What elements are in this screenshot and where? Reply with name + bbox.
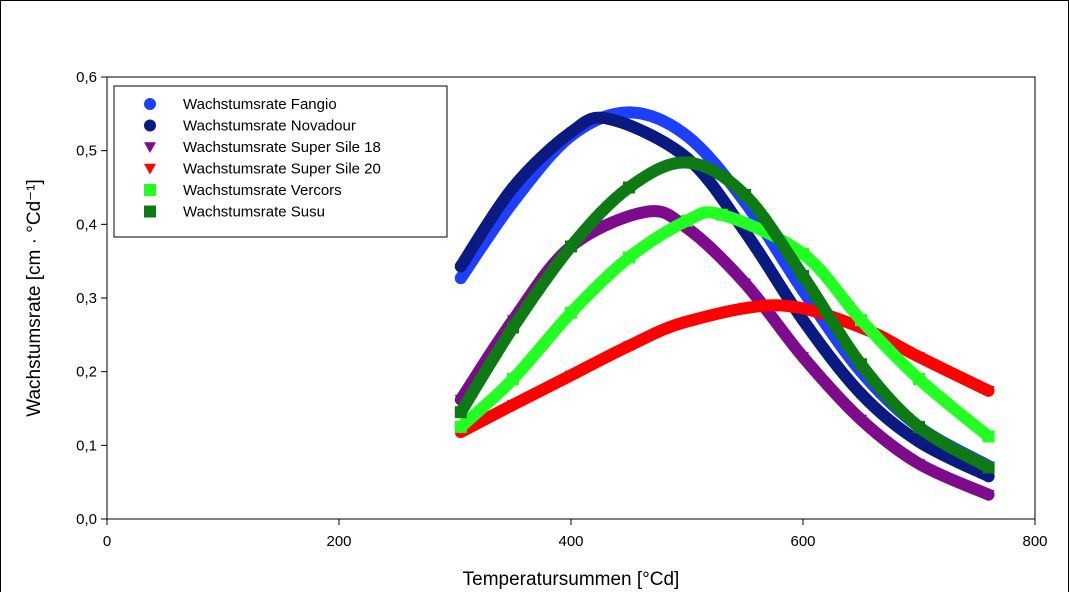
data-point	[982, 430, 995, 443]
data-point	[982, 461, 995, 474]
data-point	[507, 373, 519, 386]
data-point	[623, 341, 635, 352]
legend-label: Wachstumsrate Vercors	[183, 182, 342, 199]
legend-marker	[144, 205, 156, 218]
legend-marker	[144, 163, 156, 175]
legend-items: Wachstumsrate Fangio Wachstumsrate Novado…	[144, 96, 381, 221]
data-point	[715, 208, 728, 221]
data-point	[681, 156, 693, 169]
data-point	[507, 321, 519, 334]
series-4	[454, 206, 995, 443]
data-point	[640, 207, 653, 218]
y-tick-label: 0,6	[76, 69, 97, 86]
series-curve	[454, 299, 995, 439]
series-curve	[454, 206, 995, 443]
legend-label: Wachstumsrate Susu	[183, 204, 325, 221]
legend-marker	[144, 184, 156, 196]
y-tick-label: 0,1	[76, 437, 97, 454]
x-axis-title: Temperatursummen [°Cd]	[463, 569, 680, 590]
data-point	[681, 129, 693, 142]
data-point	[454, 260, 467, 273]
data-point	[797, 269, 809, 282]
data-point	[565, 240, 577, 253]
y-tick-label: 0,0	[76, 511, 97, 528]
x-tick-label: 0	[103, 533, 111, 550]
data-point	[797, 247, 809, 260]
data-point	[507, 181, 519, 194]
data-point	[739, 278, 751, 290]
data-point	[565, 126, 577, 139]
data-point	[681, 214, 693, 227]
legend-marker	[144, 142, 156, 153]
y-tick-label: 0,5	[76, 143, 97, 160]
data-point	[913, 373, 925, 386]
series-5	[454, 156, 995, 474]
data-point	[913, 352, 925, 363]
data-point	[855, 414, 867, 426]
data-point	[623, 181, 635, 194]
data-point	[855, 358, 867, 371]
data-point	[913, 420, 925, 433]
data-point	[454, 420, 467, 433]
tick-layer: 0 200 400 600 800 0,0 0,1 0,2 0,3 0,4 0,5 0,6	[76, 69, 1047, 550]
data-point	[603, 112, 616, 125]
data-point	[454, 272, 467, 285]
x-tick-label: 200	[326, 533, 351, 550]
legend-label: Wachstumsrate Novadour	[183, 118, 356, 135]
data-point	[855, 314, 867, 327]
legend: Wachstumsrate Fangio Wachstumsrate Novado…	[113, 85, 448, 238]
data-point	[565, 370, 577, 382]
x-tick-label: 600	[790, 533, 815, 550]
y-axis-title: Wachstumsrate [cm · °Cd⁻¹]	[24, 179, 45, 417]
y-tick-label: 0,4	[76, 216, 97, 233]
legend-marker	[144, 98, 156, 110]
data-point	[681, 316, 693, 328]
data-point	[913, 435, 925, 448]
legend-marker	[144, 119, 156, 132]
legend-label: Wachstumsrate Fangio	[183, 96, 337, 113]
data-point	[982, 386, 995, 397]
data-point	[797, 352, 809, 363]
legend-label: Wachstumsrate Super Sile 18	[183, 139, 381, 156]
x-tick-label: 400	[558, 533, 583, 550]
data-point	[739, 188, 751, 201]
data-point	[623, 251, 635, 264]
data-point	[623, 106, 635, 119]
legend-label: Wachstumsrate Super Sile 20	[183, 161, 381, 178]
data-point	[855, 387, 867, 400]
series-curve	[454, 156, 995, 474]
data-point	[565, 306, 577, 319]
data-point	[982, 489, 995, 501]
data-point	[913, 458, 925, 470]
y-tick-label: 0,3	[76, 290, 97, 307]
y-tick-label: 0,2	[76, 364, 97, 381]
x-tick-label: 800	[1022, 533, 1047, 550]
series-layer	[454, 106, 995, 501]
data-point	[454, 406, 467, 419]
legend-box	[113, 85, 448, 238]
data-point	[797, 314, 809, 327]
data-point	[507, 400, 519, 411]
series-curve	[454, 111, 995, 483]
data-point	[773, 300, 786, 312]
